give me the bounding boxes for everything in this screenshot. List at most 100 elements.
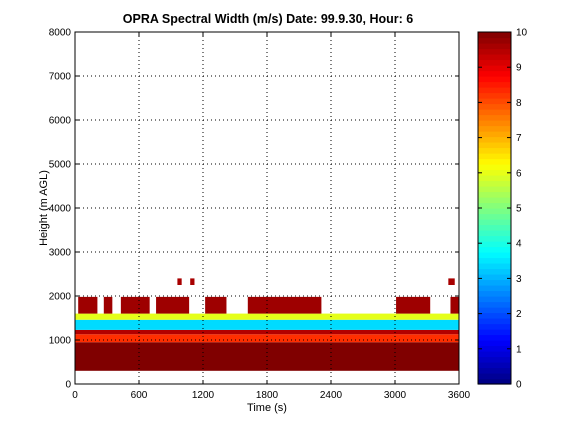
colorbar-segment bbox=[478, 48, 511, 55]
colorbar-tick-label: 2 bbox=[516, 309, 522, 320]
y-tick-label: 3000 bbox=[49, 248, 72, 259]
colorbar-segment bbox=[478, 307, 511, 314]
colorbar-segment bbox=[478, 65, 511, 72]
x-tick-label: 3600 bbox=[448, 390, 471, 401]
colorbar-segment bbox=[478, 76, 511, 83]
colorbar-segment bbox=[478, 252, 511, 259]
colorbar-segment bbox=[478, 87, 511, 94]
colorbar-tick-label: 4 bbox=[516, 239, 522, 250]
x-tick-label: 1800 bbox=[256, 390, 279, 401]
colorbar-tick-label: 7 bbox=[516, 133, 522, 144]
colorbar-segment bbox=[478, 323, 511, 330]
colorbar-tick-label: 6 bbox=[516, 168, 522, 179]
colorbar-tick-label: 3 bbox=[516, 274, 522, 285]
colorbar-segment bbox=[478, 202, 511, 209]
x-tick-label: 3000 bbox=[384, 390, 407, 401]
colorbar: 0 1 2 3 4 5 6 7 8 9 10 bbox=[477, 28, 528, 391]
heatmap-cell bbox=[448, 278, 455, 285]
heatmap-cell bbox=[103, 296, 113, 314]
colorbar-segment bbox=[478, 213, 511, 220]
colorbar-segment bbox=[478, 301, 511, 308]
colorbar-segment bbox=[478, 114, 511, 121]
colorbar-segment bbox=[478, 186, 511, 193]
heatmap-cell bbox=[247, 296, 322, 314]
colorbar-segment bbox=[478, 279, 511, 286]
colorbar-segment bbox=[478, 268, 511, 275]
colorbar-segment bbox=[478, 241, 511, 248]
colorbar-segment bbox=[478, 373, 511, 380]
heatmap-cell bbox=[205, 296, 227, 314]
colorbar-segment bbox=[478, 257, 511, 264]
colorbar-segment bbox=[478, 290, 511, 297]
colorbar-segment bbox=[478, 351, 511, 358]
colorbar-segment bbox=[478, 356, 511, 363]
colorbar-segment bbox=[478, 142, 511, 149]
x-tick-label: 1200 bbox=[192, 390, 215, 401]
colorbar-segment bbox=[478, 208, 511, 215]
colorbar-tick-label: 10 bbox=[516, 28, 528, 39]
y-axis: 0 1000 2000 3000 4000 5000 6000 7000 8000 bbox=[49, 28, 459, 391]
colorbar-segment bbox=[478, 70, 511, 77]
colorbar-segment bbox=[478, 153, 511, 160]
colorbar-gradient bbox=[478, 32, 511, 385]
colorbar-segment bbox=[478, 43, 511, 50]
y-tick-label: 5000 bbox=[49, 160, 72, 171]
heatmap-cell bbox=[156, 296, 190, 314]
plot-area: 0 600 1200 1800 2400 3000 3600 0 1000 2000 3000 40… bbox=[49, 28, 471, 402]
x-axis: 0 600 1200 1800 2400 3000 3600 bbox=[72, 32, 471, 401]
colorbar-segment bbox=[478, 296, 511, 303]
colorbar-segment bbox=[478, 230, 511, 237]
colorbar-segment bbox=[478, 120, 511, 127]
colorbar-segment bbox=[478, 125, 511, 132]
colorbar-tick-label: 1 bbox=[516, 344, 522, 355]
heatmap-cell bbox=[396, 296, 431, 314]
colorbar-segment bbox=[478, 263, 511, 270]
chart-title: OPRA Spectral Width (m/s) Date: 99.9.30,… bbox=[123, 12, 414, 26]
colorbar-segment bbox=[478, 158, 511, 165]
heatmap-cell bbox=[78, 296, 98, 314]
colorbar-segment bbox=[478, 197, 511, 204]
colorbar-segment bbox=[478, 109, 511, 116]
colorbar-segment bbox=[478, 37, 511, 44]
colorbar-segment bbox=[478, 334, 511, 341]
colorbar-segment bbox=[478, 345, 511, 352]
colorbar-segment bbox=[478, 378, 511, 385]
y-tick-label: 0 bbox=[65, 380, 71, 391]
colorbar-segment bbox=[478, 136, 511, 143]
x-tick-label: 600 bbox=[131, 390, 148, 401]
x-tick-label: 2400 bbox=[320, 390, 343, 401]
y-tick-label: 8000 bbox=[49, 28, 72, 39]
colorbar-segment bbox=[478, 246, 511, 253]
colorbar-segment bbox=[478, 180, 511, 187]
heatmap-cell bbox=[190, 278, 195, 285]
heatmap-cell bbox=[177, 278, 182, 285]
y-tick-label: 2000 bbox=[49, 292, 72, 303]
colorbar-tick-label: 8 bbox=[516, 98, 522, 109]
y-tick-label: 6000 bbox=[49, 116, 72, 127]
colorbar-segment bbox=[478, 312, 511, 319]
colorbar-segment bbox=[478, 103, 511, 110]
colorbar-segment bbox=[478, 81, 511, 88]
colorbar-segment bbox=[478, 59, 511, 66]
colorbar-segment bbox=[478, 285, 511, 292]
x-axis-label: Time (s) bbox=[247, 402, 287, 414]
colorbar-segment bbox=[478, 92, 511, 99]
colorbar-ticks: 0 1 2 3 4 5 6 7 8 9 10 bbox=[478, 28, 528, 391]
colorbar-segment bbox=[478, 147, 511, 154]
colorbar-segment bbox=[478, 340, 511, 347]
colorbar-segment bbox=[478, 224, 511, 231]
y-tick-label: 7000 bbox=[49, 72, 72, 83]
colorbar-segment bbox=[478, 98, 511, 105]
colorbar-segment bbox=[478, 169, 511, 176]
heatmap-cell bbox=[450, 296, 459, 314]
colorbar-segment bbox=[478, 191, 511, 198]
colorbar-segment bbox=[478, 362, 511, 369]
x-tick-label: 0 bbox=[72, 390, 78, 401]
colorbar-segment bbox=[478, 175, 511, 182]
colorbar-segment bbox=[478, 367, 511, 374]
heatmap-cell bbox=[120, 296, 150, 314]
colorbar-segment bbox=[478, 235, 511, 242]
colorbar-segment bbox=[478, 131, 511, 138]
y-tick-label: 1000 bbox=[49, 336, 72, 347]
y-axis-label: Height (m AGL) bbox=[38, 170, 50, 246]
